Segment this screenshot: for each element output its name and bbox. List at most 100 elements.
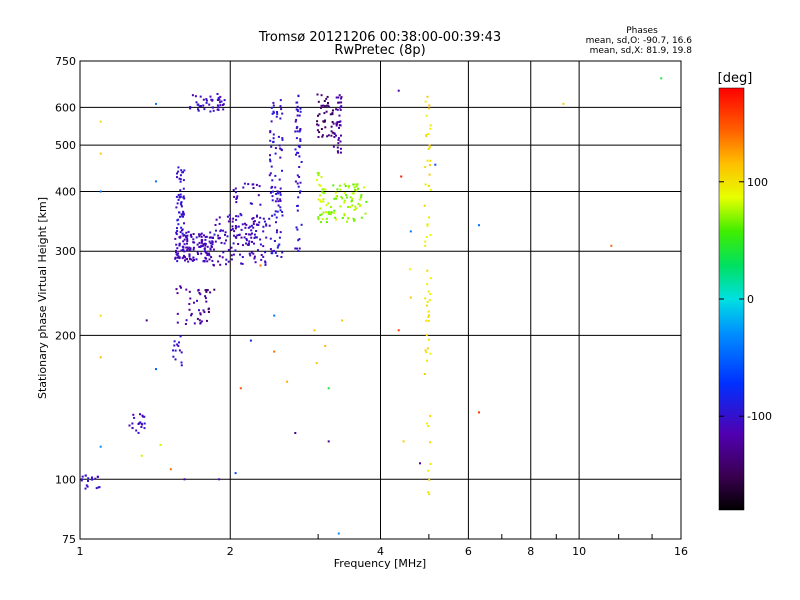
data-point (338, 114, 341, 117)
data-point (235, 218, 238, 221)
data-point (280, 108, 283, 111)
data-point (268, 174, 271, 177)
data-point (84, 487, 87, 490)
data-point (249, 225, 252, 228)
data-point (349, 206, 352, 209)
data-point (271, 214, 274, 217)
data-point (177, 255, 180, 258)
data-point (478, 224, 480, 227)
data-point (429, 233, 432, 236)
data-point (326, 135, 329, 138)
data-point (192, 246, 195, 249)
data-point (426, 269, 429, 272)
data-point (176, 260, 179, 263)
data-point (269, 160, 272, 163)
x-axis-label: Frequency [MHz] (334, 557, 426, 570)
data-point (221, 104, 224, 106)
data-point (228, 214, 231, 217)
data-point (181, 232, 184, 235)
data-point (425, 319, 428, 322)
data-point (296, 101, 299, 104)
data-point (176, 230, 179, 232)
data-point (335, 134, 337, 137)
data-point (295, 137, 298, 140)
data-point (296, 114, 299, 117)
data-point (245, 233, 248, 235)
data-point (237, 243, 240, 245)
data-point (352, 217, 355, 220)
data-point (218, 222, 221, 225)
data-point (343, 214, 346, 217)
data-point (230, 229, 233, 232)
data-point (176, 202, 179, 205)
data-point (250, 229, 253, 232)
data-point (198, 291, 201, 294)
grid-lines (80, 61, 681, 539)
data-point (272, 104, 275, 107)
data-point (204, 297, 207, 300)
data-point (269, 172, 272, 175)
data-point (240, 228, 243, 231)
data-point (339, 108, 342, 111)
data-point (323, 112, 326, 115)
data-point (297, 185, 300, 188)
data-point (245, 238, 248, 240)
data-point (85, 484, 88, 487)
data-point (428, 104, 431, 107)
data-point (331, 121, 334, 123)
data-point (230, 258, 233, 261)
data-point (425, 134, 428, 136)
data-point (260, 254, 263, 256)
x-tick-label: 1 (77, 545, 84, 558)
data-point (215, 218, 218, 221)
data-point (294, 432, 297, 434)
data-point (169, 468, 172, 471)
x-tick-label: 10 (572, 545, 586, 558)
data-point (177, 170, 180, 173)
data-point (296, 247, 298, 250)
data-point (191, 94, 194, 97)
data-point (140, 454, 143, 457)
data-point (279, 147, 282, 150)
data-point (427, 491, 430, 494)
data-point (199, 313, 202, 316)
data-point (133, 416, 136, 419)
data-point (218, 255, 221, 258)
data-point (279, 198, 282, 201)
data-point (320, 176, 323, 178)
data-point (180, 205, 183, 208)
data-point (197, 253, 199, 255)
data-point (254, 261, 257, 264)
data-point (318, 113, 321, 116)
data-point (299, 181, 302, 184)
data-point (175, 231, 178, 234)
data-point (297, 151, 300, 154)
data-point (322, 211, 325, 214)
data-points (80, 77, 663, 535)
data-point (209, 247, 212, 250)
data-point (200, 320, 203, 323)
data-point (224, 231, 227, 234)
data-point (281, 112, 284, 115)
data-point (339, 106, 341, 109)
data-point (252, 220, 255, 223)
data-point (326, 104, 329, 107)
data-point (206, 254, 209, 256)
data-point (235, 236, 238, 239)
data-point (234, 187, 237, 190)
data-point (80, 478, 83, 481)
data-point (135, 429, 138, 432)
data-point (320, 94, 323, 97)
data-point (178, 244, 181, 247)
data-point (262, 255, 265, 258)
data-point (178, 177, 181, 180)
data-point (270, 252, 273, 255)
data-point (220, 229, 222, 232)
data-point (216, 99, 219, 101)
data-point (427, 290, 430, 293)
data-point (275, 115, 278, 118)
data-point (336, 108, 339, 111)
data-point (328, 212, 331, 215)
data-point (180, 286, 182, 289)
data-point (245, 242, 247, 245)
